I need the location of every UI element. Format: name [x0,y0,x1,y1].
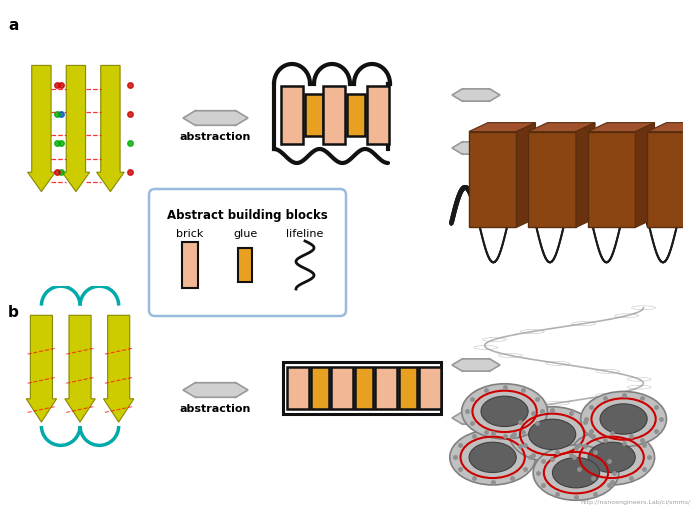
Text: Abstract building blocks: Abstract building blocks [167,209,328,222]
Bar [305,94,323,136]
Circle shape [469,442,516,473]
Text: abstraction: abstraction [179,404,250,414]
Bar [182,242,198,288]
Bar [469,131,516,227]
Polygon shape [452,88,500,102]
Circle shape [533,445,619,500]
Bar [281,86,303,144]
FancyArrow shape [26,315,57,422]
FancyArrow shape [65,315,95,422]
Polygon shape [588,123,655,131]
Bar [419,367,441,409]
Polygon shape [452,358,500,371]
Circle shape [529,419,575,450]
Bar [323,86,345,144]
Polygon shape [529,123,595,131]
Text: abstraction: abstraction [179,132,250,142]
Bar [367,86,389,144]
Bar [331,367,353,409]
Text: lifeline: lifeline [286,229,324,239]
Bar [283,362,441,414]
Bar [311,367,329,409]
Circle shape [553,457,600,488]
Bar [347,94,365,136]
FancyArrow shape [97,65,124,192]
Circle shape [462,384,547,439]
Bar [588,131,635,227]
Circle shape [569,430,655,485]
Bar [647,131,690,227]
Circle shape [588,442,635,473]
FancyBboxPatch shape [149,189,346,316]
Polygon shape [469,123,535,131]
Circle shape [481,396,528,427]
Polygon shape [647,123,690,131]
Polygon shape [635,123,655,227]
Text: a: a [8,18,19,33]
FancyArrow shape [104,315,134,422]
Bar [355,367,373,409]
FancyArrow shape [28,65,55,192]
Circle shape [450,430,535,485]
Polygon shape [452,411,500,425]
Circle shape [509,407,595,462]
Text: brick: brick [177,229,204,239]
Polygon shape [183,382,248,398]
Bar [399,367,417,409]
Bar [238,248,252,282]
Text: glue: glue [233,229,257,239]
Text: b: b [8,305,19,320]
Circle shape [581,391,667,447]
Text: http://nanoengineers.Lab/ci/smms/: http://nanoengineers.Lab/ci/smms/ [580,500,690,505]
Bar [375,367,397,409]
Circle shape [600,404,647,434]
Polygon shape [183,110,248,126]
Bar [287,367,309,409]
FancyArrow shape [62,65,90,192]
Polygon shape [452,142,500,155]
Polygon shape [576,123,595,227]
Bar [529,131,576,227]
Polygon shape [516,123,535,227]
